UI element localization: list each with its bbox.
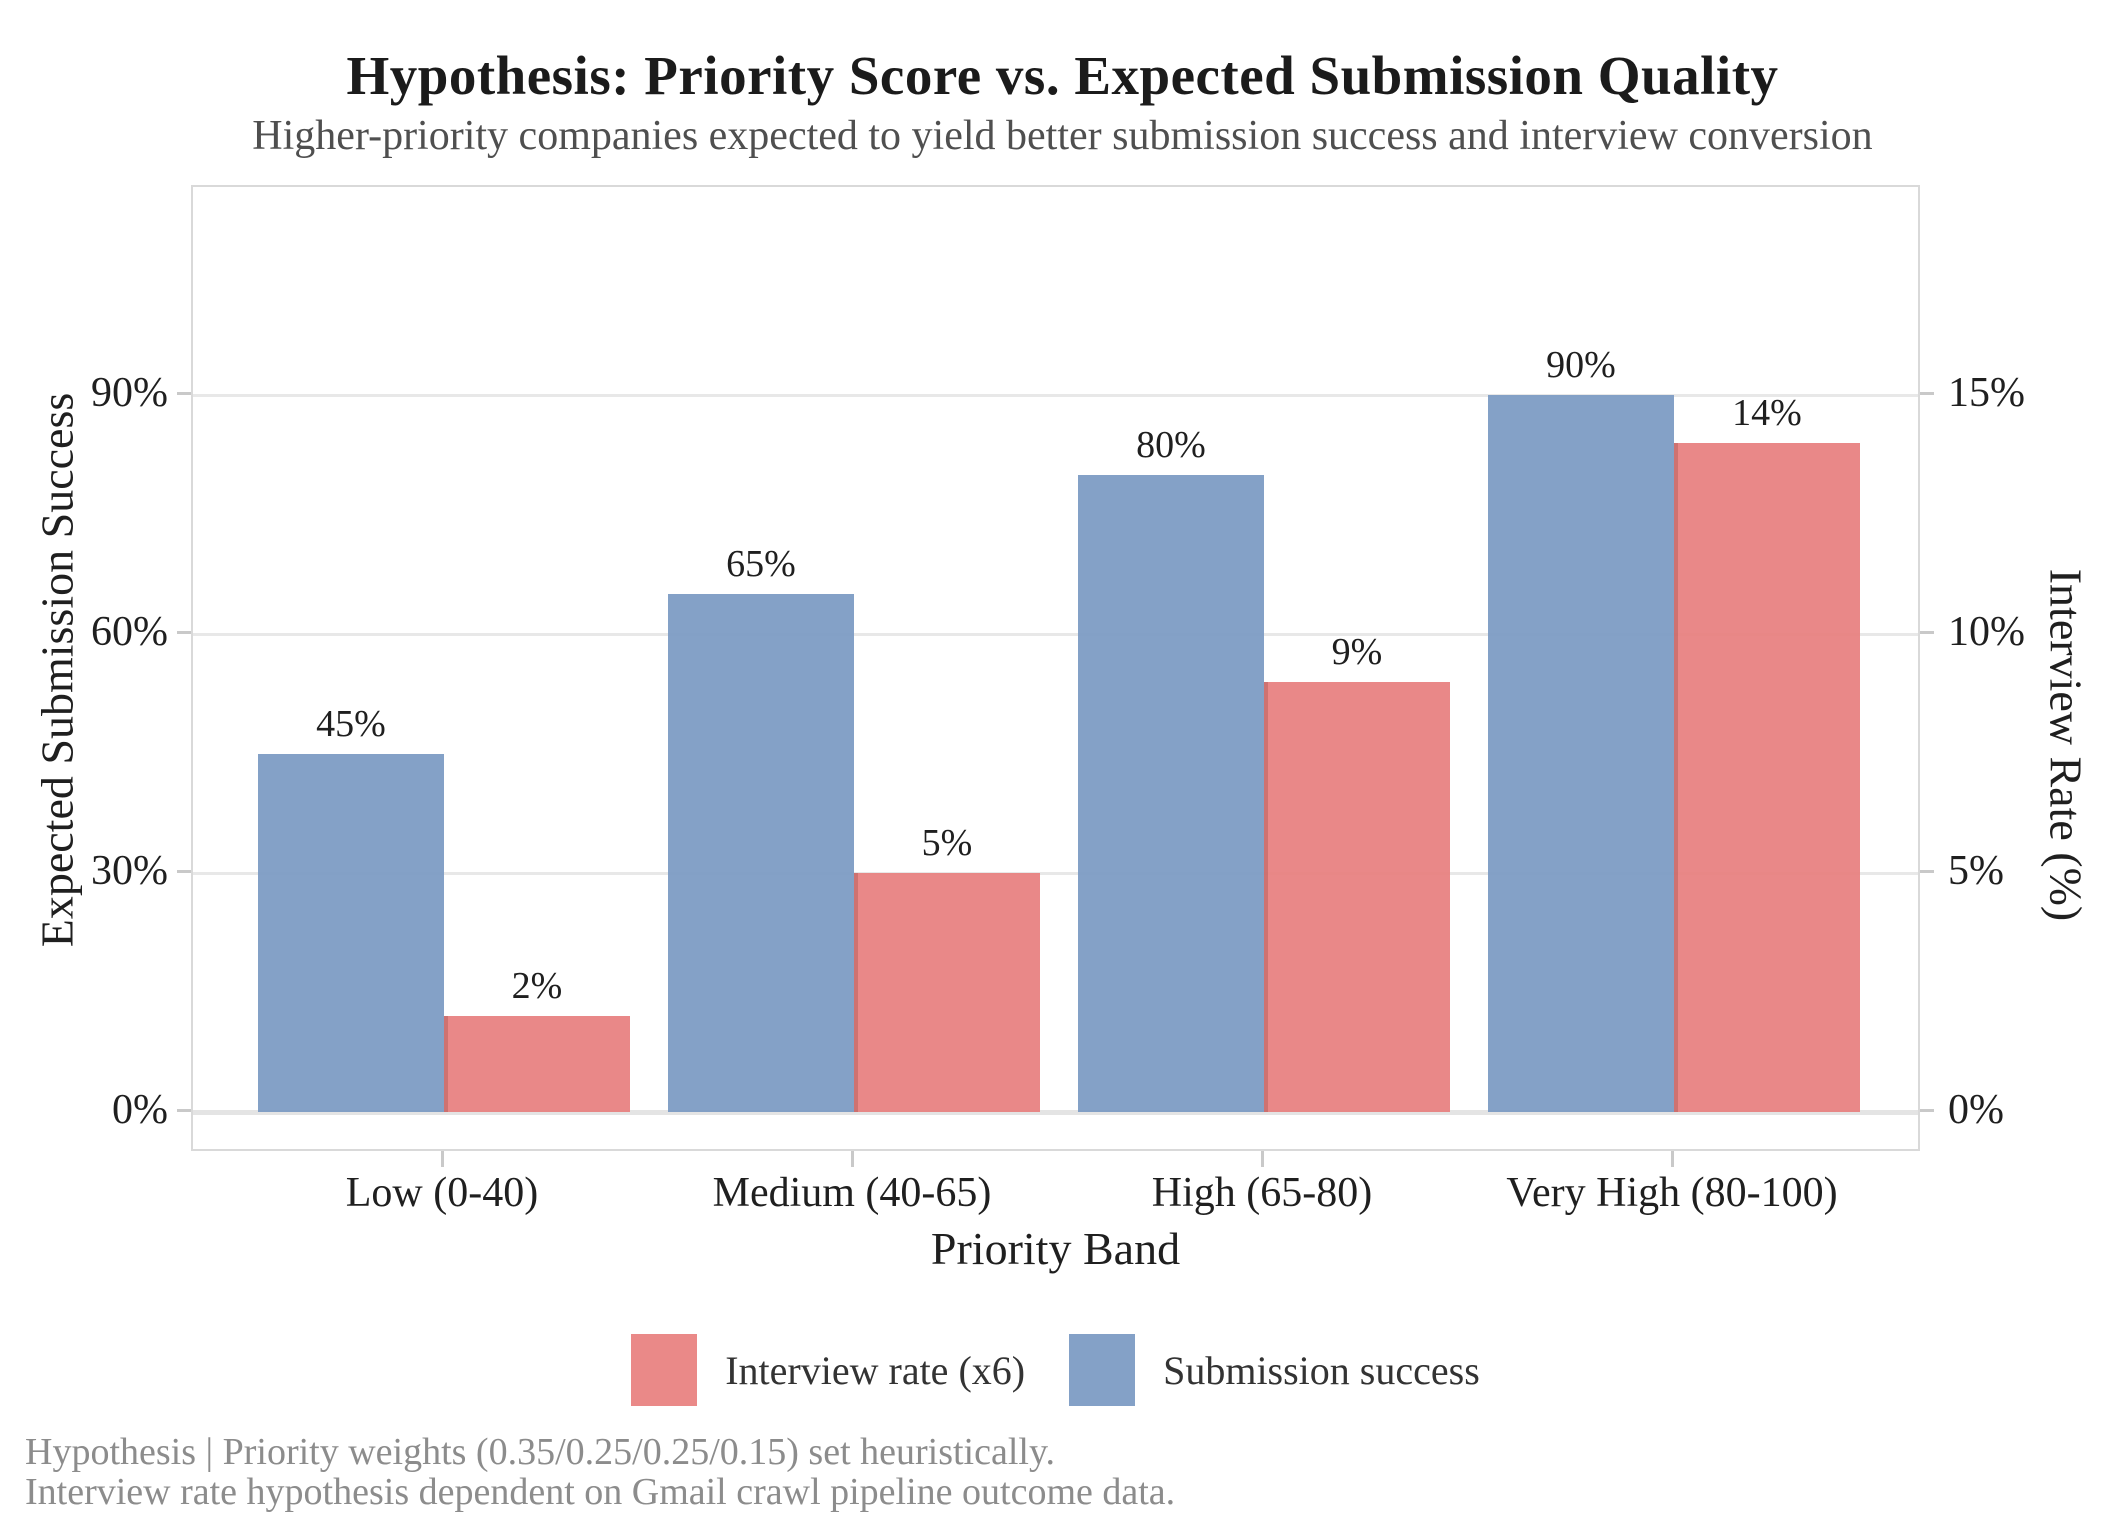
footer: Hypothesis | Priority weights (0.35/0.25… <box>25 1432 1175 1512</box>
x-axis-title: Priority Band <box>930 1223 1181 1274</box>
x-tick-label-high-65-80: High (65-80) <box>1151 1170 1373 1216</box>
value-label-interview-rate-x6-very-high-80-100: 14% <box>1732 391 1802 434</box>
x-tick-label-very-high-80-100: Very High (80-100) <box>1506 1170 1838 1216</box>
value-label-submission-success-medium-40-65: 65% <box>726 543 796 586</box>
right-tick-mark-30 <box>1920 870 1934 873</box>
left-tick-label-90%: 90% <box>91 370 168 416</box>
x-tick-mark-medium-40-65 <box>851 1151 854 1167</box>
bar-interview-rate-x6-low-0-40 <box>444 1016 630 1112</box>
right-tick-mark-90 <box>1920 392 1934 395</box>
value-label-submission-success-high-65-80: 80% <box>1136 423 1206 466</box>
legend-swatch-interview-rate-x6 <box>631 1334 698 1406</box>
bar-submission-success-high-65-80 <box>1078 474 1264 1112</box>
legend-item-interview-rate-x6: Interview rate (x6) <box>631 1334 1025 1406</box>
footer-line-1: Hypothesis | Priority weights (0.35/0.25… <box>25 1431 1055 1473</box>
x-tick-mark-high-65-80 <box>1261 1151 1264 1167</box>
legend-label-interview-rate-x6: Interview rate (x6) <box>725 1347 1026 1393</box>
left-tick-mark-60 <box>177 631 191 634</box>
right-tick-label-10%: 10% <box>1948 609 2025 655</box>
right-axis-title: Interview Rate (%) <box>2040 568 2092 922</box>
value-label-interview-rate-x6-medium-40-65: 5% <box>921 822 973 864</box>
x-tick-mark-low-0-40 <box>441 1151 444 1167</box>
value-label-interview-rate-x6-high-65-80: 9% <box>1331 630 1383 673</box>
bar-interview-rate-x6-medium-40-65 <box>854 873 1040 1112</box>
gridline-0 <box>193 1110 1918 1115</box>
chart-title: Hypothesis: Priority Score vs. Expected … <box>346 45 1779 106</box>
plot-area: 45% 2% 65% 5% 80% 9% 90% 14% <box>191 185 1920 1151</box>
left-tick-label-30%: 30% <box>91 848 168 894</box>
bar-submission-success-very-high-80-100 <box>1488 395 1674 1112</box>
bar-submission-success-low-0-40 <box>258 753 444 1112</box>
right-tick-label-15%: 15% <box>1948 370 2025 416</box>
legend-swatch-submission-success <box>1069 1334 1136 1406</box>
legend: Interview rate (x6) Submission success <box>191 1330 1920 1410</box>
value-label-submission-success-very-high-80-100: 90% <box>1546 344 1616 386</box>
value-label-interview-rate-x6-low-0-40: 2% <box>511 965 563 1008</box>
left-tick-mark-0 <box>177 1109 191 1112</box>
x-tick-label-low-0-40: Low (0-40) <box>345 1170 539 1216</box>
value-label-submission-success-low-0-40: 45% <box>316 702 386 745</box>
left-tick-label-60%: 60% <box>91 609 168 655</box>
left-tick-label-0%: 0% <box>112 1087 168 1133</box>
left-tick-mark-30 <box>177 870 191 873</box>
x-tick-label-medium-40-65: Medium (40-65) <box>712 1170 992 1216</box>
bar-submission-success-medium-40-65 <box>668 594 854 1112</box>
right-tick-label-5%: 5% <box>1948 848 2004 894</box>
bar-interview-rate-x6-very-high-80-100 <box>1674 442 1860 1112</box>
bar-interview-rate-x6-high-65-80 <box>1264 681 1450 1112</box>
right-tick-label-0%: 0% <box>1948 1087 2004 1133</box>
footer-line-2: Interview rate hypothesis dependent on G… <box>25 1471 1176 1513</box>
x-tick-mark-very-high-80-100 <box>1671 1151 1674 1167</box>
right-tick-mark-60 <box>1920 631 1934 634</box>
legend-item-submission-success: Submission success <box>1069 1334 1480 1406</box>
gridline-60 <box>193 633 1918 636</box>
right-tick-mark-0 <box>1920 1109 1934 1112</box>
legend-label-submission-success: Submission success <box>1163 1347 1480 1393</box>
gridline-90 <box>193 394 1918 397</box>
chart-subtitle: Higher-priority companies expected to yi… <box>252 113 1873 159</box>
gridline-30 <box>193 872 1918 875</box>
left-tick-mark-90 <box>177 392 191 395</box>
